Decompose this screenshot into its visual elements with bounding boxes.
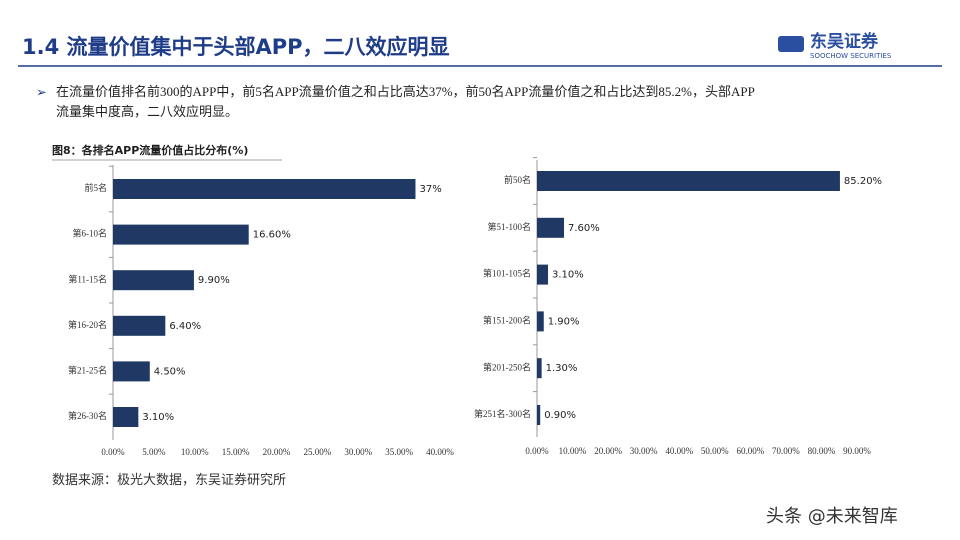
x-tick-label: 70.00% (772, 446, 800, 456)
x-tick-label: 5.00% (142, 447, 166, 457)
logo-mark (778, 36, 804, 52)
bar (113, 224, 249, 245)
x-tick-label: 15.00% (222, 447, 250, 457)
bar (537, 311, 544, 332)
y-tick-label: 第151-200名 (483, 314, 531, 325)
x-tick-label: 50.00% (701, 446, 729, 456)
y-tick-label: 第251名-300名 (474, 408, 531, 419)
bar (537, 264, 549, 285)
bar (113, 407, 139, 427)
data-label: 7.60% (568, 223, 600, 234)
bar (537, 217, 565, 238)
x-tick-label: 90.00% (843, 446, 871, 456)
y-tick-label: 第101-105名 (483, 268, 531, 279)
bullet-line: 流量集中度高，二八效应明显。 (56, 104, 238, 119)
x-tick-label: 60.00% (736, 446, 764, 456)
x-tick-label: 20.00% (594, 446, 622, 456)
slide-title: 1.4 流量价值集中于头部APP，二八效应明显 (22, 35, 450, 59)
bar (537, 358, 542, 379)
bullet-icon: ➢ (36, 86, 47, 101)
data-label: 6.40% (169, 321, 201, 332)
x-tick-label: 40.00% (426, 447, 454, 457)
watermark: 头条 @未来智库 (766, 506, 898, 527)
x-tick-label: 10.00% (559, 446, 587, 456)
y-tick-label: 第16-20名 (68, 319, 107, 330)
x-tick-label: 30.00% (630, 446, 658, 456)
bar (537, 405, 541, 425)
x-tick-label: 10.00% (181, 447, 209, 457)
data-label: 1.90% (548, 316, 580, 327)
bar (113, 179, 416, 199)
y-tick-label: 第11-15名 (68, 273, 107, 284)
x-tick-label: 0.00% (525, 446, 549, 456)
data-label: 4.50% (154, 366, 186, 377)
y-tick-label: 前50名 (504, 174, 531, 185)
bullet-line: 在流量价值排名前300的APP中，前5名APP流量价值之和占比高达37%，前50… (56, 84, 755, 99)
x-tick-label: 40.00% (665, 446, 693, 456)
x-tick-label: 35.00% (385, 447, 413, 457)
data-label: 37% (419, 184, 441, 195)
x-tick-label: 20.00% (263, 447, 291, 457)
bar (113, 270, 194, 291)
data-label: 9.90% (198, 275, 230, 286)
y-tick-label: 前5名 (84, 182, 107, 193)
data-label: 3.10% (142, 412, 174, 423)
y-tick-label: 第6-10名 (73, 228, 108, 239)
data-label: 0.90% (544, 410, 576, 421)
bar (537, 171, 840, 191)
data-label: 16.60% (253, 230, 291, 241)
logo-cn: 东吴证券 (810, 31, 879, 52)
data-label: 3.10% (552, 270, 584, 281)
x-tick-label: 0.00% (101, 447, 125, 457)
x-tick-label: 30.00% (344, 447, 372, 457)
data-label: 1.30% (546, 363, 578, 374)
bar (113, 361, 150, 382)
source-note: 数据来源：极光大数据，东吴证券研究所 (52, 472, 286, 487)
y-tick-label: 第201-250名 (483, 361, 531, 372)
logo-en: SOOCHOW SECURITIES (810, 52, 892, 60)
chart-title: 图8：各排名APP流量价值占比分布(%) (52, 143, 248, 157)
y-tick-label: 第26-30名 (68, 410, 107, 421)
data-label: 85.20% (844, 176, 882, 187)
bar (113, 315, 166, 336)
y-tick-label: 第51-100名 (488, 221, 532, 232)
y-tick-label: 第21-25名 (68, 364, 107, 375)
x-tick-label: 25.00% (304, 447, 332, 457)
x-tick-label: 80.00% (808, 446, 836, 456)
